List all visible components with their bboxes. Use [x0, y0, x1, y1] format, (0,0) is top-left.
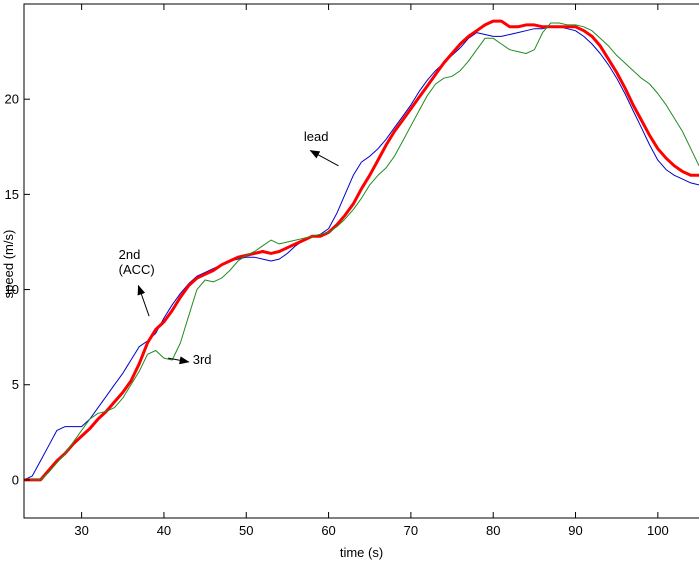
- series-layer: [24, 19, 699, 482]
- y-tick-label: 0: [12, 472, 19, 487]
- y-tick-label: 15: [5, 187, 19, 202]
- y-tick-label: 20: [5, 92, 19, 107]
- x-tick-label: 30: [74, 523, 88, 538]
- annotation-arrow-1: [309, 150, 339, 167]
- x-tick-label: 90: [568, 523, 582, 538]
- y-axis-label: speed (m/s): [1, 230, 16, 299]
- x-tick-label: 70: [404, 523, 418, 538]
- x-tick-label: 60: [321, 523, 335, 538]
- x-tick-label: 80: [486, 523, 500, 538]
- annotation-label-2: 2nd (ACC): [119, 247, 155, 277]
- annotation-arrow-2: [137, 284, 150, 317]
- series-line-3: [24, 22, 699, 481]
- annotation-label-3: 3rd: [193, 352, 212, 367]
- annotation-layer: lead 2nd (ACC) 3rd: [119, 129, 339, 367]
- series-line-1: [24, 26, 699, 481]
- x-axis-label: time (s): [340, 545, 383, 560]
- annotation-label-1: lead: [304, 129, 329, 144]
- series-line-2: [24, 19, 699, 482]
- y-tick-label: 5: [12, 377, 19, 392]
- x-tick-label: 40: [157, 523, 171, 538]
- annotation-arrow-3: [167, 356, 190, 365]
- plot-frame: [23, 3, 699, 519]
- x-tick-label: 50: [239, 523, 253, 538]
- y-tick-label: 10: [5, 282, 19, 297]
- plot-area: [23, 3, 699, 519]
- axes-layer: 30 40 50 60 70 80 90 100 0 5 10 15 20: [5, 4, 669, 538]
- x-tick-label: 100: [647, 523, 669, 538]
